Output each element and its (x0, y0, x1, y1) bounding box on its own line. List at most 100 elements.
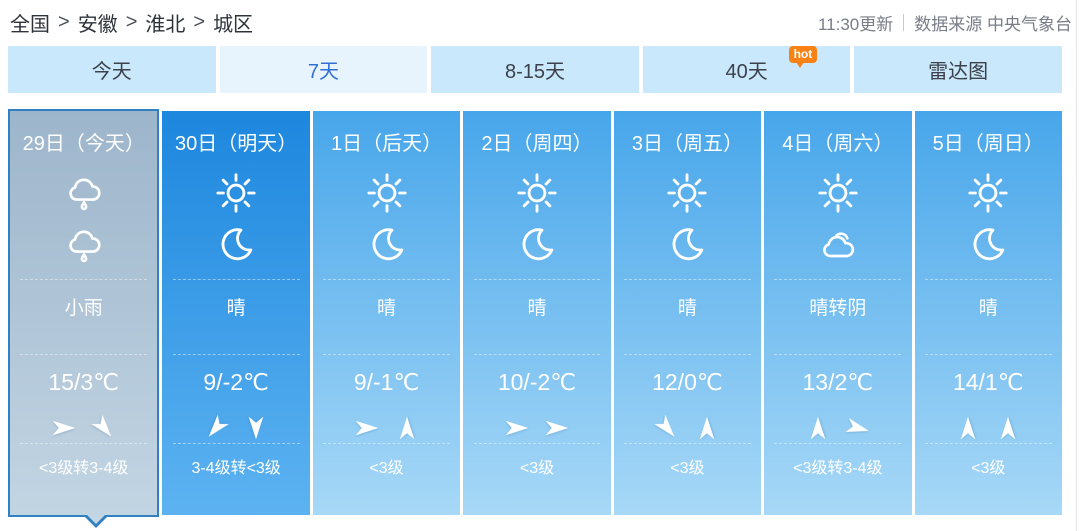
temperature: 9/-2℃ (203, 369, 269, 395)
moon-icon (365, 223, 409, 267)
divider (774, 443, 902, 444)
cloud-moon-icon (816, 223, 860, 267)
update-meta: 11:30更新 数据来源 中央气象台 (818, 10, 1072, 35)
breadcrumb-separator: > (58, 10, 70, 33)
breadcrumb-separator: > (193, 10, 206, 33)
day-date: 29日（今天） (22, 133, 145, 155)
day-column[interactable]: 1日（后天） 晴 9/-1℃ <3级 (312, 111, 461, 515)
breadcrumb-national[interactable]: 全国 (10, 13, 50, 36)
temperature: 10/-2℃ (497, 369, 577, 395)
day-date: 5日（周日） (932, 133, 1044, 155)
divider (172, 354, 300, 355)
sun-icon (214, 171, 258, 215)
wind-direction-arrow-icon (247, 415, 265, 441)
moon-icon (515, 223, 559, 267)
sun-icon (966, 171, 1010, 215)
day-column[interactable]: 4日（周六） 晴转阴 13/2℃ <3级转3-4级 (764, 111, 912, 515)
tab-label: 7天 (307, 61, 339, 83)
divider (624, 354, 751, 355)
sun-icon (816, 171, 860, 215)
weather-text: 晴 (677, 298, 697, 319)
divider (924, 354, 1052, 355)
tab-40day[interactable]: 40天 hot (642, 46, 851, 93)
day-column[interactable]: 3日（周五） 晴 12/0℃ <3级 (613, 111, 762, 515)
weather-text: 小雨 (64, 298, 103, 319)
tab-label: 8-15天 (504, 61, 565, 83)
wind-direction-group (203, 415, 269, 441)
wind-direction-arrow-icon (51, 419, 77, 437)
divider (473, 443, 601, 444)
divider (172, 279, 300, 280)
data-source: 数据来源 中央气象台 (914, 14, 1072, 34)
wind-direction-arrow-icon (88, 412, 119, 443)
page-right-border (1076, 0, 1077, 531)
wind-direction-arrow-icon (504, 419, 530, 437)
wind-direction-arrow-icon (999, 415, 1017, 441)
temperature: 12/0℃ (652, 369, 723, 395)
temperature: 14/1℃ (952, 369, 1024, 395)
rain-icon (62, 171, 106, 215)
breadcrumb-province[interactable]: 安徽 (77, 13, 118, 36)
tab-7day[interactable]: 7天 (219, 46, 428, 93)
tab-8-15day[interactable]: 8-15天 (431, 46, 639, 93)
weather-text: 晴 (978, 298, 998, 319)
temperature: 13/2℃ (802, 369, 874, 395)
day-date: 3日（周五） (631, 133, 743, 155)
wind-direction-group (654, 415, 720, 441)
wind-scale: <3级转3-4级 (39, 460, 129, 477)
day-column[interactable]: 2日（周四） 晴 10/-2℃ <3级 (463, 111, 611, 515)
hot-badge: hot (788, 46, 818, 68)
tab-label: 今天 (91, 61, 132, 83)
wind-direction-group (504, 415, 570, 441)
wind-direction-arrow-icon (652, 412, 683, 443)
temperature: 9/-1℃ (353, 369, 420, 395)
sun-icon (365, 171, 409, 215)
divider (774, 354, 902, 355)
forecast-columns: 29日（今天） 小雨 15/3℃ <3级转3-4级 30日（明天） 晴 9/-2… (8, 109, 1062, 528)
breadcrumb: 全国 > 安徽 > 淮北 > 城区 (10, 8, 253, 37)
divider (172, 443, 300, 444)
wind-direction-group (354, 415, 420, 441)
day-date: 1日（后天） (330, 133, 443, 155)
day-column[interactable]: 5日（周日） 晴 14/1℃ <3级 (914, 111, 1062, 515)
divider (473, 354, 601, 355)
day-column[interactable]: 30日（明天） 晴 9/-2℃ 3-4级转<3级 (162, 111, 310, 515)
tab-today[interactable]: 今天 (8, 46, 216, 93)
breadcrumb-district[interactable]: 城区 (213, 13, 254, 36)
top-bar: 全国 > 安徽 > 淮北 > 城区 11:30更新 数据来源 中央气象台 (10, 0, 1072, 44)
day-date: 30日（明天） (175, 133, 298, 155)
wind-scale: <3级 (971, 460, 1006, 477)
tab-radar[interactable]: 雷达图 (854, 46, 1062, 93)
moon-icon (214, 223, 258, 267)
tab-label: 40天 (725, 61, 768, 83)
day-date: 2日（周四） (481, 133, 593, 155)
wind-scale: <3级转3-4级 (793, 460, 883, 477)
moon-icon (665, 223, 709, 267)
wind-scale: <3级 (519, 460, 555, 477)
divider (20, 443, 148, 444)
divider (20, 279, 148, 280)
breadcrumb-city[interactable]: 淮北 (145, 13, 186, 36)
wind-direction-arrow-icon (201, 412, 232, 443)
wind-direction-arrow-icon (843, 416, 873, 440)
update-time: 11:30更新 (817, 14, 894, 34)
divider (924, 443, 1052, 444)
sun-icon (665, 171, 709, 215)
today-pointer-fill (85, 514, 106, 524)
forecast-range-tabs: 今天 7天 8-15天 40天 hot 雷达图 (8, 46, 1062, 93)
weather-text: 晴转阴 (809, 298, 867, 319)
wind-scale: 3-4级转<3级 (191, 460, 281, 477)
wind-direction-arrow-icon (959, 415, 977, 441)
weather-text: 晴 (377, 298, 397, 319)
moon-icon (966, 223, 1010, 267)
day-date: 4日（周六） (782, 133, 894, 155)
wind-direction-arrow-icon (809, 415, 827, 441)
day-column-today[interactable]: 29日（今天） 小雨 15/3℃ <3级转3-4级 (8, 109, 160, 528)
divider (20, 354, 148, 355)
meta-divider (903, 13, 905, 31)
divider (473, 279, 601, 280)
wind-direction-arrow-icon (544, 419, 570, 437)
wind-scale: <3级 (670, 460, 705, 477)
wind-direction-group (805, 415, 871, 441)
wind-direction-arrow-icon (698, 415, 716, 441)
